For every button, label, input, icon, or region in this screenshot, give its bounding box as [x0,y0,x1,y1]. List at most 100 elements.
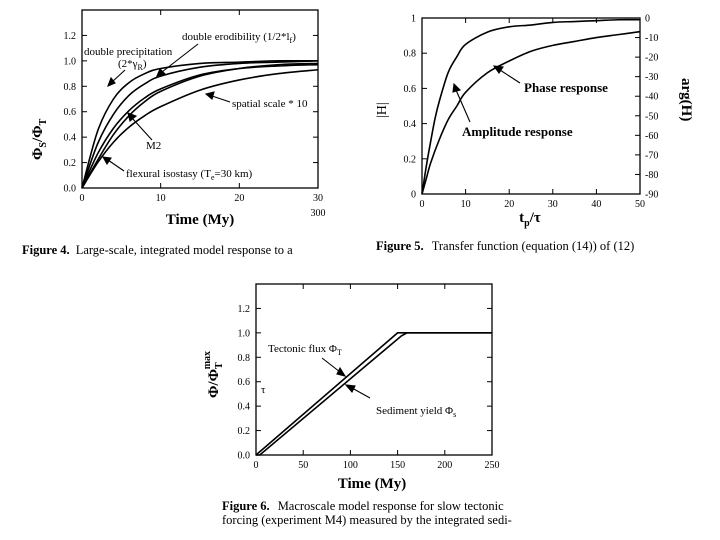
fig6-arrow-sediment [351,387,371,399]
fig4-arrows [101,43,231,172]
fig4-arrowhead-m2 [127,112,138,122]
fig6-arrow-tectonic [321,357,341,373]
fig6-x-label: Time (My) [338,476,406,492]
y2-tick-label: -10 [645,33,658,44]
y2-tick-label: -40 [645,92,658,103]
fig4-annot-flexural: flexural isostasy (Te=30 km) [126,168,253,182]
fig5-curves [421,18,641,195]
x-tick-label: 50 [635,199,645,210]
y-tick-label: 0.2 [404,154,417,165]
fig5-x-label: tp/τ [519,210,541,229]
fig5-plot-frame [421,17,641,195]
y-tick-label: 1.2 [238,304,251,315]
fig5-annot-phase: Phase response [524,80,608,95]
fig6-tau-mark: τ [261,384,266,396]
fig6-arrowhead-sediment [344,384,356,393]
y-tick-label: 1 [411,14,416,25]
fig6-ticks: 0 50 100 150 200 250 0.0 0.2 0.4 0.6 0.8 1.0 1.2 [238,284,500,471]
y-tick-label: 0 [411,190,416,201]
fig4-arrowhead-double-precip [107,76,116,88]
fig5-annot-amplitude: Amplitude response [462,124,573,139]
fig5-arrowhead-amplitude [452,82,462,93]
fig4-x-label: Time (My) [166,212,234,228]
y-tick-label: 0.4 [238,402,251,413]
fig4-annot-double-precip-1: double precipitation [84,46,173,58]
series-line-1 [421,30,641,195]
fig5-arrow-phase [499,69,521,84]
y-tick-label: 0.4 [404,119,417,130]
y2-tick-label: -30 [645,72,658,83]
y-tick-label: 0.6 [404,84,417,95]
x-tick-label: 200 [437,460,452,471]
x-tick-label: 0 [254,460,259,471]
y-tick-label: 1.2 [64,31,77,42]
fig6-plot-frame [255,283,493,456]
fig4-arrowhead-double-erodibility [156,68,167,77]
fig4-annot-double-erodibility: double erodibility (1/2*lf) [182,31,296,45]
y-tick-label: 0.0 [64,184,77,195]
fig5-arrow-amplitude [455,89,471,123]
y-tick-label: 0.6 [238,377,251,388]
fig4-curves [81,59,319,189]
y-tick-label: 0.8 [404,49,417,60]
y2-tick-label: -50 [645,111,658,122]
series-line-1 [256,332,492,456]
y2-tick-label: -60 [645,131,658,142]
fig5-arrows [452,65,521,123]
fig4-plot-frame [81,9,319,189]
fig4-caption: Figure 4. Large-scale, integrated model r… [22,243,293,257]
y-tick-label: 1.0 [238,328,251,339]
fig6-caption-line1: Figure 6. Macroscale model response for s… [222,499,504,513]
fig4-arrow-double-erodibility [161,43,199,73]
x-tick-label: 30 [548,199,558,210]
x-tick-label: 20 [234,193,244,204]
fig5-y-left-label: |H| [375,102,390,118]
fig5-y-right-label: arg(H) [678,78,694,121]
fig6-annot-tectonic: Tectonic flux ΦT [268,343,342,357]
y-tick-label: 0.2 [238,426,251,437]
fig4-ticks: 0 10 20 30 0.0 0.2 0.4 0.6 0.8 1.0 1.2 [64,10,323,204]
y-tick-label: 0.0 [238,451,251,462]
y-tick-label: 0.8 [238,353,251,364]
fig4-arrow-m2 [131,117,153,141]
fig6-caption-line2: forcing (experiment M4) measured by the … [222,513,512,527]
y-tick-label: 0.2 [64,158,77,169]
fig4-arrowhead-flexural [101,156,112,166]
x-tick-label: 20 [504,199,514,210]
x-tick-label: 250 [485,460,500,471]
x-tick-label: 150 [390,460,405,471]
fig6-curves [255,332,492,456]
fig6-arrowhead-tectonic [336,366,347,377]
fig4-arrow-spatial [211,95,231,103]
series-line-4 [81,62,319,189]
fig4-annot-m2: M2 [146,140,161,152]
y-tick-label: 0.6 [64,107,77,118]
series-line-1 [81,60,319,189]
series-line-0 [421,18,641,195]
fig4-arrowhead-spatial [204,91,215,100]
fig5-arrowhead-phase [492,65,504,74]
y2-tick-label: -80 [645,170,658,181]
fig4-x-extra-tick: 300 [311,208,326,219]
x-tick-label: 0 [420,199,425,210]
x-tick-label: 10 [461,199,471,210]
y-tick-label: 1.0 [64,56,77,67]
y-tick-label: 0.4 [64,133,77,144]
fig6-annot-sediment: Sediment yield Φs [376,405,456,419]
x-tick-label: 10 [156,193,166,204]
series-line-3 [81,68,319,189]
y2-tick-label: -70 [645,150,658,161]
fig5-caption: Figure 5. Transfer function (equation (14… [376,239,634,253]
fig6-arrows [321,357,371,399]
y2-tick-label: -20 [645,53,658,64]
x-tick-label: 40 [591,199,601,210]
series-line-0 [81,59,319,189]
fig4-annot-spatial-scale: spatial scale * 10 [232,98,308,110]
x-tick-label: 100 [343,460,358,471]
figure-4: 0 10 20 30 0.0 0.2 0.4 0.6 0.8 1.0 1.2 ΦS/ΦT Time … [22,9,326,257]
fig4-arrow-flexural [107,159,125,172]
fig4-annot-double-precip-2: (2*γR) [118,58,147,72]
x-tick-label: 30 [313,193,323,204]
